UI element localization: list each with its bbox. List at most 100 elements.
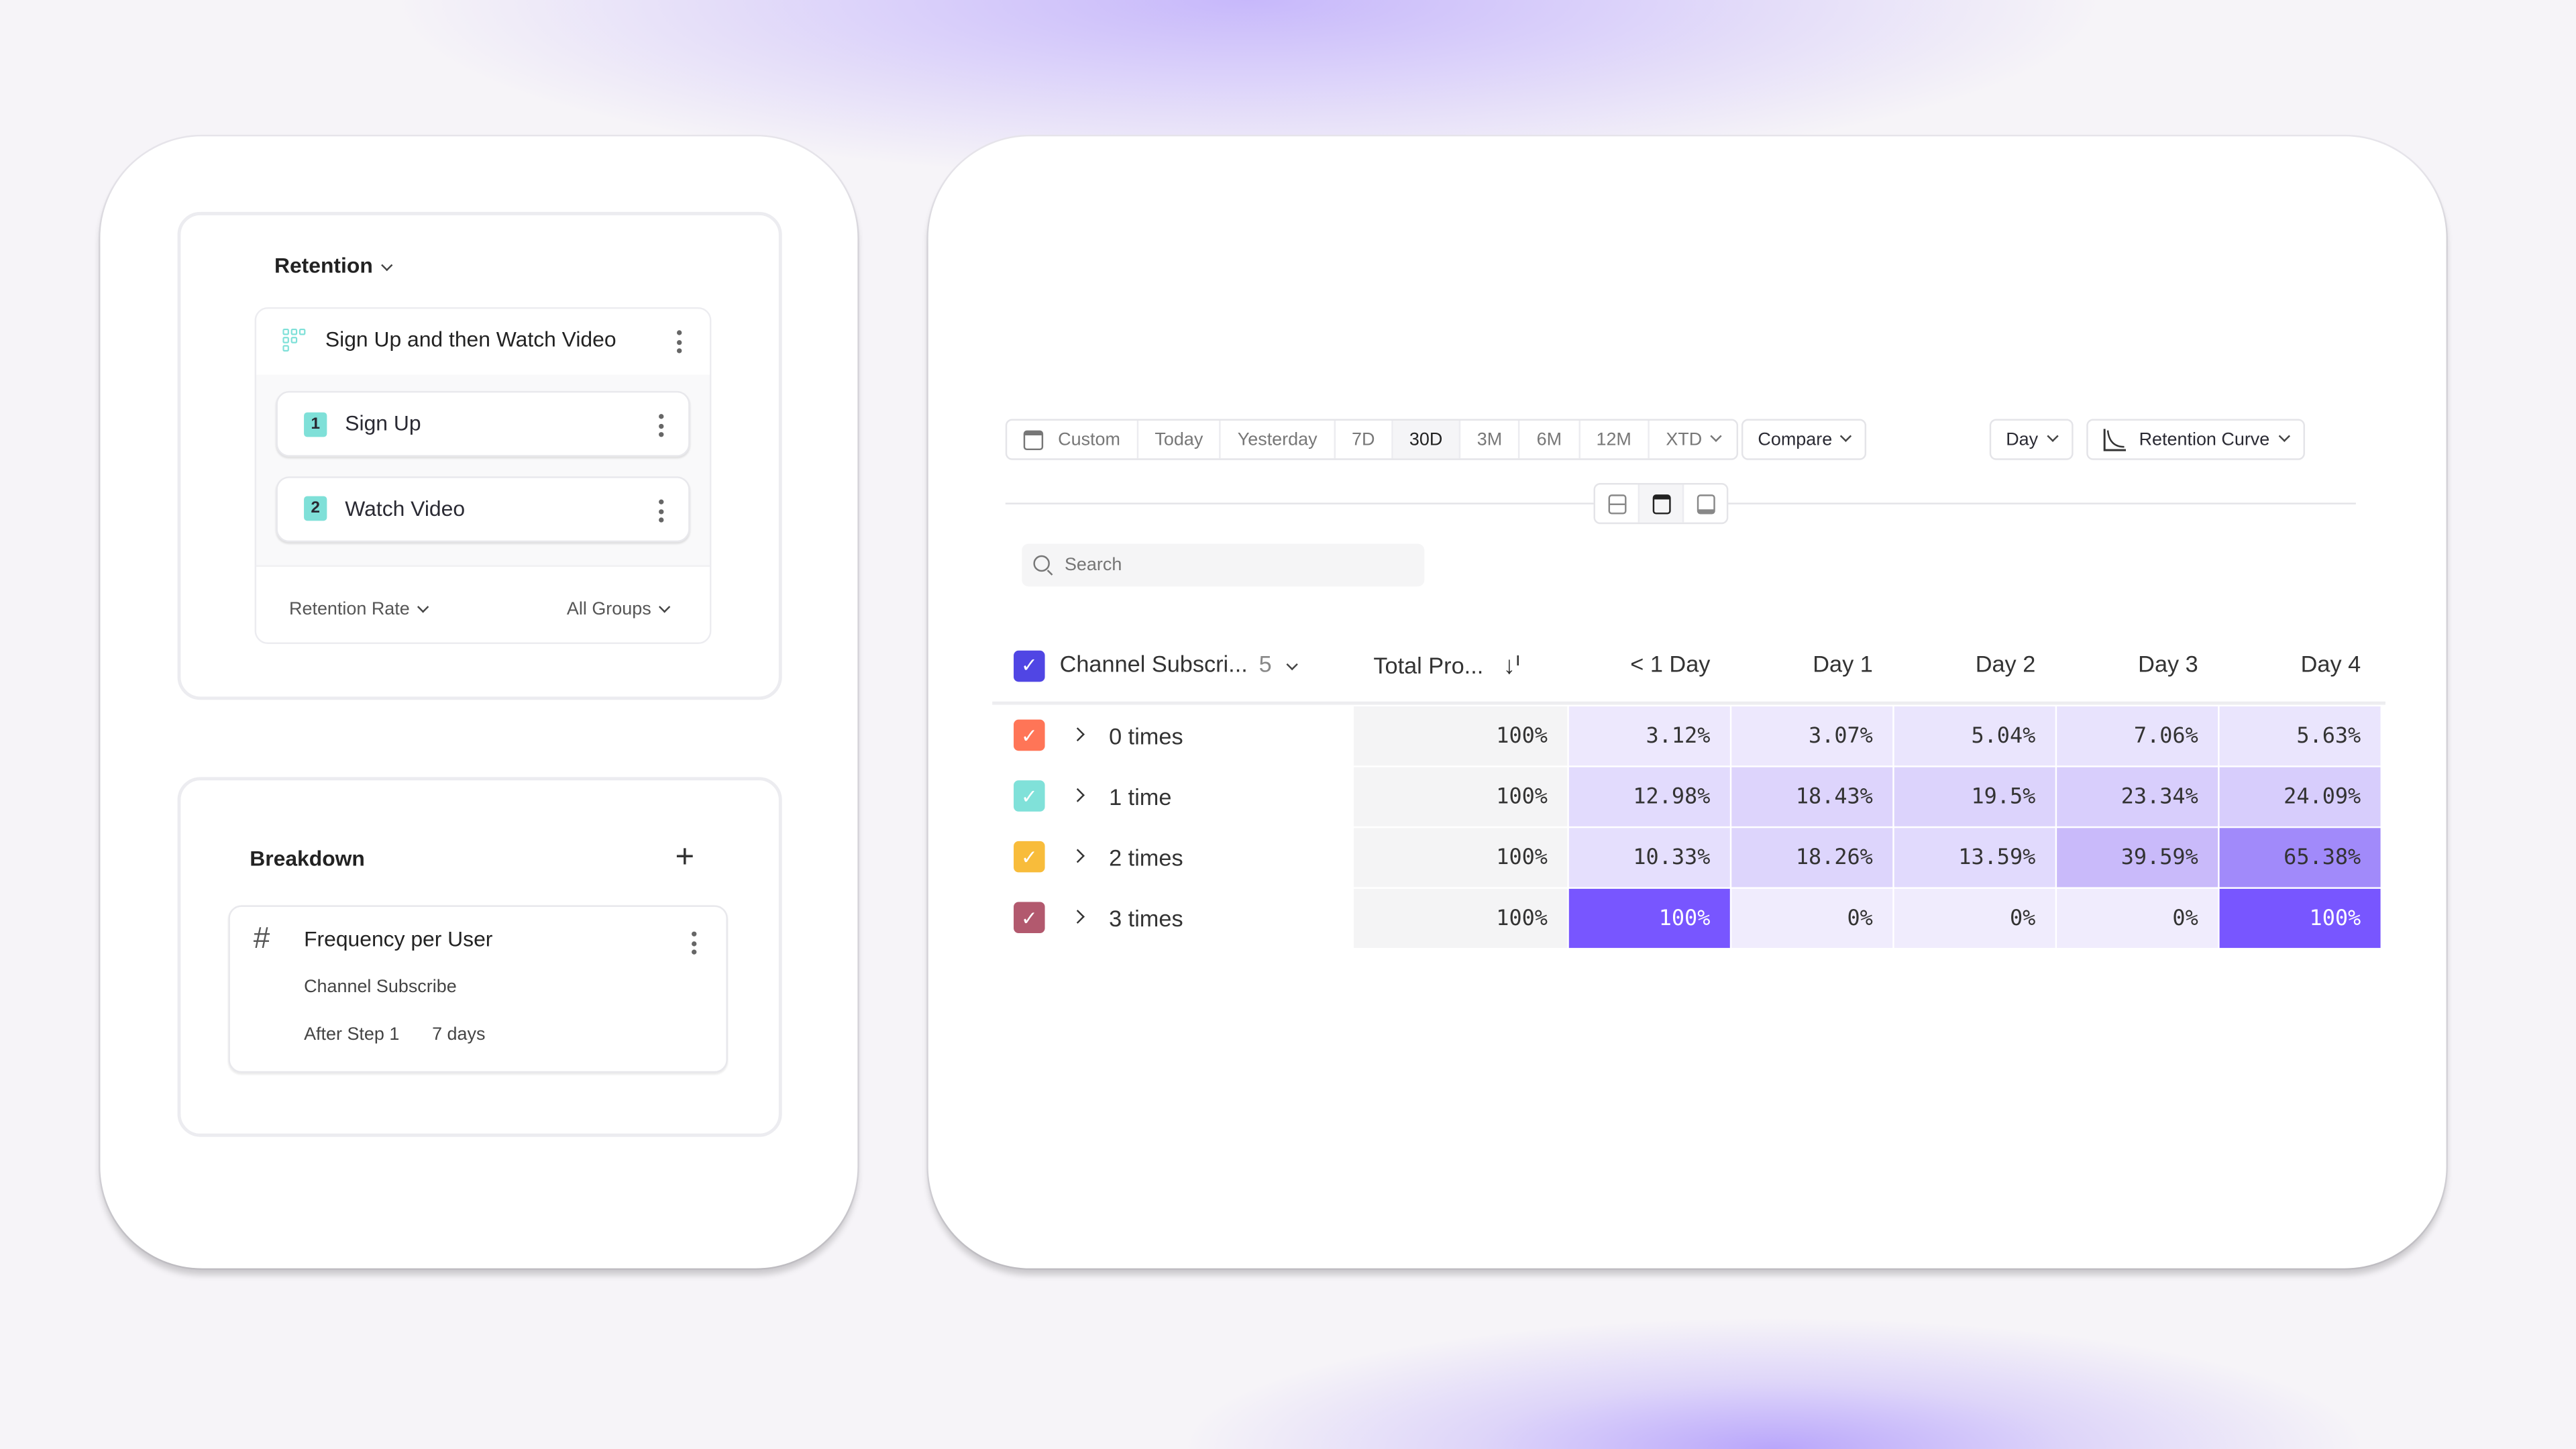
retention-cell[interactable]: 39.59% (2057, 828, 2218, 888)
total-cell: 100% (1353, 706, 1568, 766)
date-range-7d[interactable]: 7D (1336, 420, 1393, 459)
chevron-down-icon (1840, 430, 1852, 442)
retention-cell[interactable]: 3.07% (1731, 706, 1893, 766)
search-icon (1033, 555, 1050, 572)
column-header-2[interactable]: Day 2 (1975, 650, 2036, 677)
row-checkbox[interactable]: ✓ (1014, 902, 1045, 934)
retention-cell[interactable]: 23.34% (2057, 767, 2218, 826)
group-count: 5 (1258, 650, 1272, 677)
expand-chevron-icon[interactable] (1071, 788, 1085, 802)
retention-cell[interactable]: 65.38% (2219, 828, 2381, 888)
retention-cell[interactable]: 7.06% (2057, 706, 2218, 766)
step-2-label: Watch Video (345, 496, 466, 521)
date-range-12m[interactable]: 12M (1580, 420, 1650, 459)
breakdown-item[interactable] (228, 905, 728, 1073)
compare-dropdown[interactable]: Compare (1741, 419, 1867, 460)
retention-cell[interactable]: 5.04% (1894, 706, 2055, 766)
step-1-more-icon[interactable] (659, 414, 665, 437)
metric-more-icon[interactable] (676, 330, 684, 354)
total-column-header[interactable]: Total Pro... ↓ᑊ (1373, 651, 1520, 680)
group-header-label: Channel Subscri... (1059, 650, 1248, 677)
row-checkbox[interactable]: ✓ (1014, 780, 1045, 812)
search-box[interactable] (1022, 543, 1425, 587)
retention-cell[interactable]: 10.33% (1568, 828, 1730, 888)
retention-cell[interactable]: 3.12% (1568, 706, 1730, 766)
step-1-badge: 1 (304, 412, 327, 437)
header-divider (992, 701, 2385, 705)
column-header-1[interactable]: Day 1 (1813, 650, 1873, 677)
date-range-3m[interactable]: 3M (1460, 420, 1521, 459)
expand-chevron-icon[interactable] (1071, 849, 1085, 863)
date-range-6m[interactable]: 6M (1520, 420, 1580, 459)
chart-type-dropdown[interactable]: Retention Curve (2086, 419, 2304, 460)
chevron-down-icon (659, 601, 672, 613)
layout-split-icon[interactable] (1595, 484, 1638, 522)
row-label: 3 times (1109, 905, 1183, 932)
interval-label: Day (2006, 429, 2039, 449)
layout-chart-icon[interactable] (1638, 484, 1684, 523)
date-range-label: Custom (1058, 429, 1120, 449)
step-2-card[interactable]: 2 Watch Video (276, 476, 690, 543)
retention-cell[interactable]: 0% (1731, 888, 1893, 949)
table-row: ✓ 1 time 100% 12.98% 18.43% 19.5% 23.34% 24.0… (992, 767, 2385, 828)
date-range-xtd[interactable]: XTD (1650, 421, 1737, 458)
step-2-more-icon[interactable] (659, 499, 665, 523)
group-column-header[interactable]: Channel Subscri... 5 (1059, 650, 1299, 677)
chevron-down-icon (2046, 430, 2058, 442)
measure-label: Retention Rate (289, 599, 410, 620)
chart-type-label: Retention Curve (2139, 429, 2270, 449)
breakdown-after-step[interactable]: After Step 1 (304, 1025, 400, 1045)
chevron-down-icon (417, 601, 430, 613)
column-header-3[interactable]: Day 3 (2138, 650, 2198, 677)
date-range-today[interactable]: Today (1138, 420, 1222, 459)
chevron-down-icon (2277, 430, 2290, 442)
expand-chevron-icon[interactable] (1071, 727, 1085, 742)
retention-cell[interactable]: 5.63% (2219, 706, 2381, 766)
retention-cell[interactable]: 100% (2219, 888, 2381, 949)
date-range-custom[interactable]: Custom (1007, 420, 1138, 459)
retention-cell[interactable]: 100% (1568, 888, 1730, 949)
analysis-type-label: Retention (274, 253, 373, 278)
funnel-grid-icon (282, 328, 309, 352)
retention-cell[interactable]: 0% (2057, 888, 2218, 949)
step-1-card[interactable]: 1 Sign Up (276, 390, 690, 457)
layout-toggle (1593, 483, 1729, 525)
compare-label: Compare (1758, 429, 1833, 449)
row-checkbox[interactable]: ✓ (1014, 841, 1045, 873)
chevron-down-icon (1710, 430, 1722, 442)
calendar-icon (1023, 429, 1044, 449)
date-range-yesterday[interactable]: Yesterday (1221, 420, 1336, 459)
step-2-badge: 2 (304, 496, 327, 521)
column-header-4[interactable]: Day 4 (2300, 650, 2361, 677)
metric-name[interactable]: Sign Up and then Watch Video (325, 327, 616, 352)
date-range-30d[interactable]: 30D (1393, 420, 1461, 459)
retention-cell[interactable]: 12.98% (1568, 767, 1730, 826)
header-checkbox[interactable]: ✓ (1014, 650, 1045, 682)
measure-dropdown[interactable]: Retention Rate (289, 599, 430, 620)
sort-icon[interactable]: ↓ᑊ (1503, 652, 1521, 680)
layout-table-icon[interactable] (1684, 484, 1727, 522)
column-header-0[interactable]: < 1 Day (1630, 650, 1711, 677)
retention-cell[interactable]: 24.09% (2219, 767, 2381, 826)
date-range-selector: Custom Today Yesterday 7D 30D 3M 6M 12M … (1005, 419, 1739, 460)
groups-dropdown[interactable]: All Groups (567, 600, 672, 619)
row-checkbox[interactable]: ✓ (1014, 719, 1045, 751)
retention-cell[interactable]: 19.5% (1894, 767, 2055, 826)
retention-cell[interactable]: 0% (1894, 888, 2055, 949)
step-1-label: Sign Up (345, 411, 421, 435)
breakdown-item-title: Frequency per User (304, 926, 493, 951)
analysis-type-dropdown[interactable]: Retention (274, 253, 393, 278)
retention-cell[interactable]: 18.43% (1731, 767, 1893, 826)
breakdown-more-icon[interactable] (692, 931, 698, 955)
retention-cell[interactable]: 18.26% (1731, 828, 1893, 888)
total-cell: 100% (1353, 828, 1568, 888)
breakdown-window[interactable]: 7 days (432, 1025, 486, 1045)
retention-cell[interactable]: 13.59% (1894, 828, 2055, 888)
total-header-label: Total Pro... (1373, 652, 1484, 679)
interval-dropdown[interactable]: Day (1989, 419, 2073, 460)
breakdown-event[interactable]: Channel Subscribe (304, 977, 457, 998)
add-breakdown-icon[interactable]: + (675, 839, 695, 876)
hash-icon: # (253, 921, 270, 955)
expand-chevron-icon[interactable] (1071, 910, 1085, 924)
search-input[interactable] (1064, 550, 1410, 580)
